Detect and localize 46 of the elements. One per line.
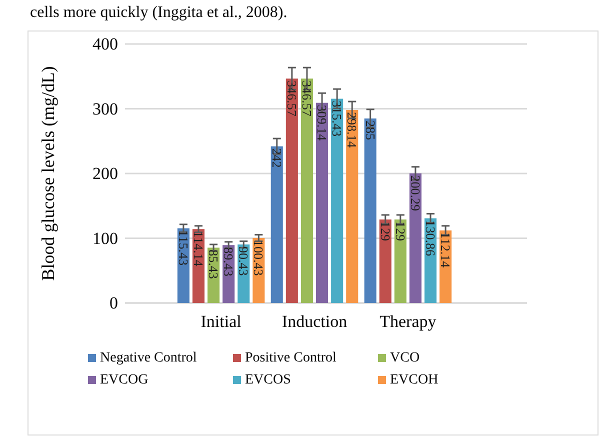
y-tick-label: 200	[92, 164, 118, 183]
text: cells more quickly (Inggita et al., 2008).	[30, 4, 288, 21]
x-tick-label: Therapy	[380, 312, 437, 331]
data-label: 112.14	[438, 232, 454, 268]
bar	[364, 118, 376, 303]
bar	[331, 98, 344, 303]
bar	[316, 102, 328, 303]
bar	[379, 219, 392, 303]
data-label: 200.29	[408, 175, 423, 212]
legend-label: EVCOS	[245, 372, 291, 388]
data-label: 129	[378, 221, 393, 241]
legend-label: Positive Control	[245, 350, 337, 366]
data-label: 129	[392, 221, 408, 241]
data-label: 315.43	[330, 100, 345, 137]
legend-label: VCO	[390, 350, 420, 366]
y-tick-label: 300	[92, 99, 118, 118]
bar	[270, 146, 283, 303]
y-tick-label: 0	[110, 294, 118, 312]
data-label: 85.43	[206, 250, 222, 279]
legend-label: EVCOG	[100, 372, 148, 388]
y-tick-label: 100	[92, 228, 118, 248]
data-label: 89.43	[221, 247, 236, 276]
data-label: 130.86	[423, 220, 438, 257]
bar	[286, 78, 298, 303]
bar	[300, 78, 313, 303]
bar	[394, 219, 406, 303]
bar	[440, 230, 452, 303]
legend-label: Negative Control	[100, 350, 197, 366]
data-label: 114.14	[190, 231, 206, 267]
y-tick-label: 400	[92, 34, 118, 54]
x-tick-label: Initial	[200, 312, 242, 331]
bar	[346, 110, 358, 303]
bar	[192, 229, 205, 303]
y-axis-title: Blood glucose levels (mg/dL)	[38, 66, 58, 281]
data-label: 285	[362, 120, 378, 140]
legend-label: EVCOH	[390, 372, 438, 388]
x-tick-label: Induction	[282, 312, 348, 331]
bar	[409, 173, 422, 303]
data-label: 346.57	[299, 80, 314, 117]
data-label: 90.43	[236, 246, 252, 276]
data-label: 242	[269, 148, 284, 168]
data-label: 346.57	[284, 80, 300, 117]
data-label: 115.43	[176, 230, 191, 266]
data-label: 100.43	[251, 240, 266, 276]
data-label: 298.14	[344, 112, 360, 148]
data-label: 309.14	[314, 104, 330, 142]
